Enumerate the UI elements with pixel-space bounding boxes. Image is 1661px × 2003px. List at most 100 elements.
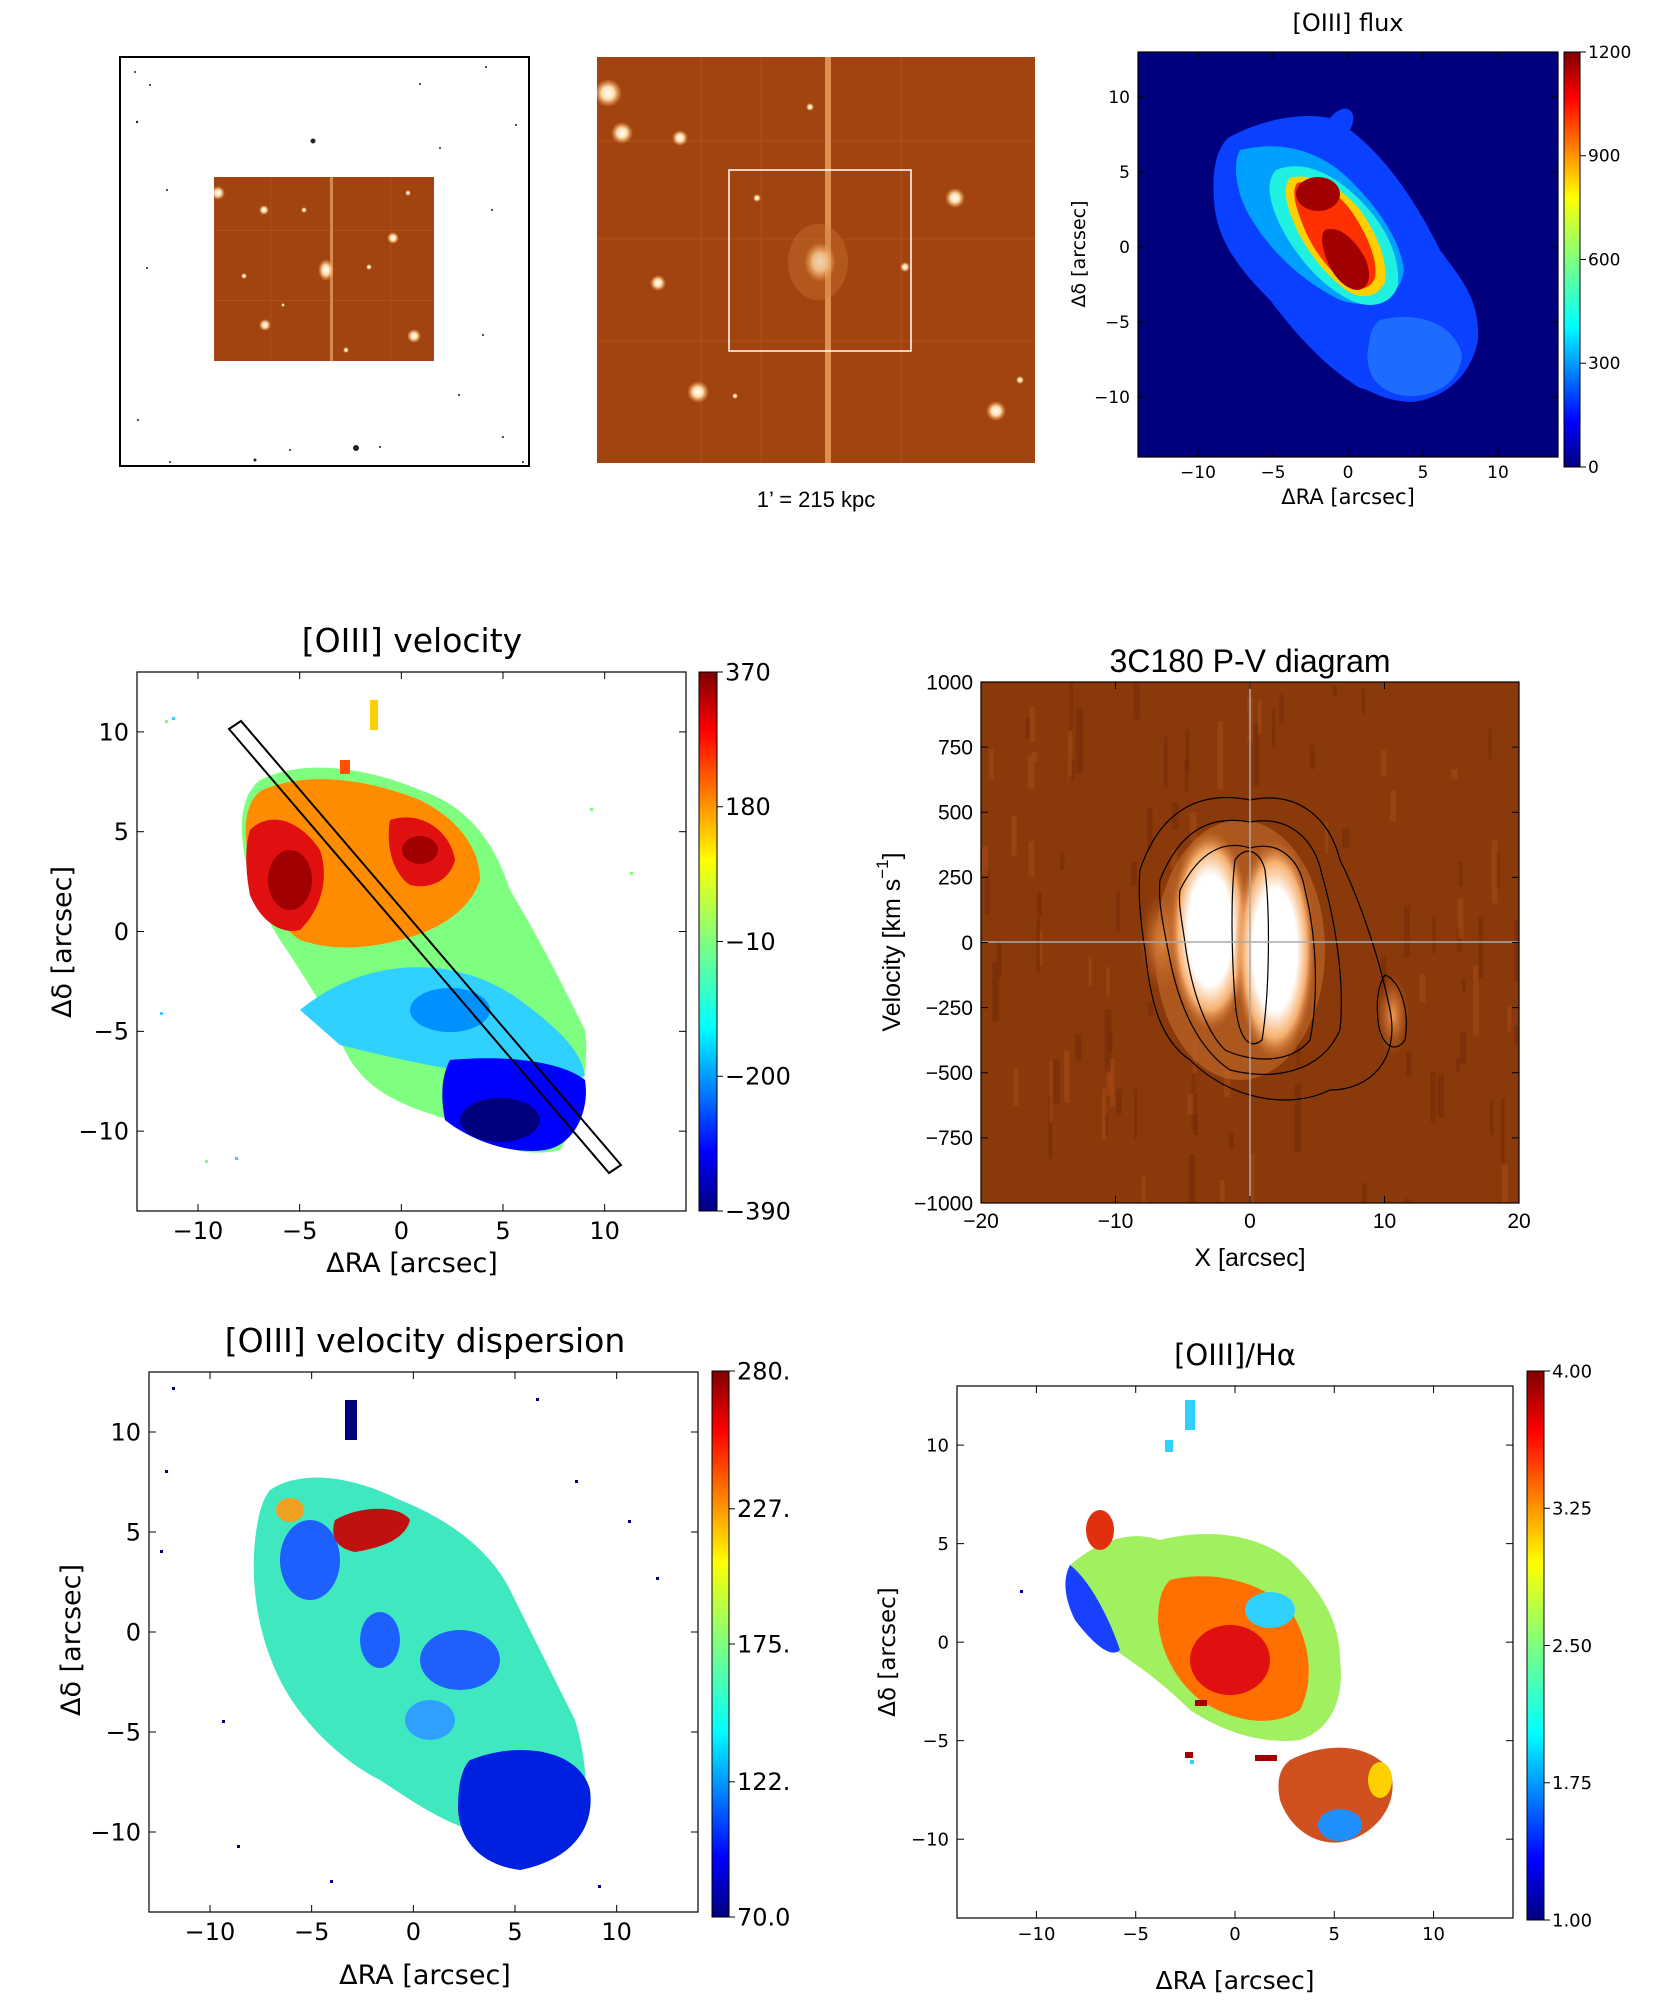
pv-noise-streak [1456, 927, 1463, 952]
pv-noise-streak [1134, 1089, 1138, 1139]
colorbar-tick-label: 175. [737, 1630, 790, 1658]
pv-noise-streak [981, 846, 989, 876]
velocity-ylabel: Δδ [arcsec] [47, 866, 78, 1018]
pv-noise-streak [1455, 1058, 1461, 1072]
pv-noise-streak [992, 961, 999, 1022]
pv-noise-streak [1478, 916, 1484, 979]
x-tick-label: 20 [1507, 1210, 1530, 1233]
y-tick-label: −10 [90, 1818, 141, 1846]
pv-noise-streak [1187, 1093, 1194, 1115]
x-tick-label: −5 [1260, 463, 1285, 483]
pv-noise-streak [1070, 759, 1075, 780]
pv-noise-streak [1296, 1026, 1300, 1066]
pv-noise-streak [1184, 759, 1189, 792]
colorbar-tick-label: 280. [737, 1357, 790, 1385]
colorbar-tick-label: 70.0 [737, 1903, 790, 1931]
pv-noise-streak [1501, 1164, 1508, 1203]
y-tick-label: −1000 [914, 1192, 973, 1215]
x-tick-label: 10 [1373, 1210, 1396, 1233]
pv-noise-streak [1362, 1183, 1367, 1203]
pv-noise-streak [1075, 708, 1083, 775]
y-tick-label: 0 [938, 1632, 949, 1653]
pv-noise-streak [1060, 853, 1065, 871]
x-tick-label: 0 [394, 1217, 409, 1245]
velocity-xlabel: ΔRA [arcsec] [326, 1248, 498, 1279]
y-tick-label: 10 [98, 718, 129, 746]
y-tick-label: 0 [961, 932, 973, 955]
x-tick-label: −10 [173, 1217, 224, 1245]
ratio-panel: −10 −5 0 5 10 10 5 0 −5 −10 4.00 3.25 2.50 1.75 1.00 [911, 1361, 1592, 1945]
pv-noise-streak [1170, 849, 1178, 869]
pv-xlabel: X [arcsec] [1194, 1244, 1305, 1272]
pv-noise-streak [1494, 851, 1500, 888]
pv-noise-streak [1141, 1176, 1146, 1203]
pv-noise-streak [1088, 956, 1092, 986]
pv-noise-streak [1101, 1088, 1106, 1141]
slit-rectangle [227, 719, 623, 1175]
x-tick-label: 10 [1487, 463, 1509, 483]
y-tick-label: 0 [126, 1618, 141, 1646]
pv-noise-streak [1309, 744, 1315, 770]
pv-noise-streak [1064, 1050, 1070, 1103]
x-tick-label: −5 [294, 1918, 329, 1946]
colorbar-tick-label: 300 [1588, 354, 1620, 374]
x-tick-label: 5 [507, 1918, 522, 1946]
pv-noise-streak [1458, 861, 1463, 887]
pv-noise-streak [1104, 1114, 1108, 1135]
pv-noise-streak [1013, 1068, 1019, 1106]
dispersion-panel: −10 −5 0 5 10 10 5 0 −5 −10 280. 227. 175. 122. 70.0 [90, 1357, 790, 1946]
pv-noise-streak [1219, 1179, 1225, 1202]
y-tick-label: 500 [938, 802, 973, 825]
pv-noise-streak [1133, 682, 1140, 720]
pv-noise-streak [1191, 1073, 1197, 1131]
x-tick-label: 5 [1418, 463, 1429, 483]
flux-xlabel: ΔRA [arcsec] [1281, 485, 1415, 509]
x-tick-label: −10 [1017, 1924, 1055, 1945]
ratio-title: [OIII]/Hα [1174, 1338, 1296, 1372]
x-tick-label: −20 [963, 1210, 999, 1233]
x-tick-label: −10 [1180, 463, 1216, 483]
pv-noise-streak [1028, 841, 1035, 877]
y-tick-label: 5 [126, 1518, 141, 1546]
colorbar-tick-label: 900 [1588, 147, 1620, 167]
y-tick-label: 10 [926, 1435, 949, 1456]
pv-noise-streak [1193, 1114, 1199, 1136]
y-tick-label: −500 [926, 1062, 973, 1085]
y-tick-label: 5 [1119, 163, 1130, 183]
colorbar-tick-label: 122. [737, 1768, 790, 1796]
x-tick-label: 10 [1422, 1924, 1445, 1945]
x-tick-label: 0 [1229, 1924, 1240, 1945]
pv-noise-streak [1027, 755, 1035, 789]
pv-noise-streak [1488, 728, 1492, 760]
pv-noise-streak [1110, 1058, 1115, 1107]
wide-field-image [119, 56, 530, 467]
velocity-panel: −10 −5 0 5 10 10 5 0 −5 −10 370 180 −10 −200 −390 [78, 658, 791, 1245]
pv-noise-streak [1147, 1002, 1154, 1017]
pv-noise-streak [1106, 1067, 1113, 1096]
pv-noise-streak [1507, 1006, 1512, 1032]
pv-noise-streak [1342, 828, 1350, 849]
dispersion-ylabel: Δδ [arcsec] [56, 1564, 87, 1716]
pv-noise-streak [1294, 1083, 1302, 1152]
pv-noise-streak [1185, 729, 1190, 771]
pv-noise-streak [1419, 974, 1426, 1003]
colorbar-tick-label: −10 [725, 928, 776, 956]
colorbar-tick-label: 600 [1588, 250, 1620, 270]
pv-noise-streak [1147, 808, 1153, 850]
ratio-xlabel: ΔRA [arcsec] [1156, 1966, 1315, 1995]
ratio-ylabel: Δδ [arcsec] [875, 1587, 901, 1717]
x-tick-label: 10 [589, 1217, 620, 1245]
pv-noise-streak [1324, 821, 1329, 854]
pv-noise-streak [1053, 1059, 1060, 1105]
pv-noise-streak [1513, 1025, 1519, 1045]
pv-noise-streak [1279, 694, 1284, 724]
pv-panel: −20 −10 0 10 20 1000 750 500 250 0 −250 −500 −750 −10… [914, 671, 1531, 1233]
pv-noise-streak [1500, 1098, 1505, 1164]
pv-noise-streak [1131, 861, 1138, 886]
y-tick-label: 10 [1108, 88, 1130, 108]
pv-noise-streak [1075, 1033, 1082, 1061]
x-tick-label: 0 [1244, 1210, 1256, 1233]
dispersion-title: [OIII] velocity dispersion [225, 1321, 625, 1360]
pv-noise-streak [1106, 967, 1110, 997]
